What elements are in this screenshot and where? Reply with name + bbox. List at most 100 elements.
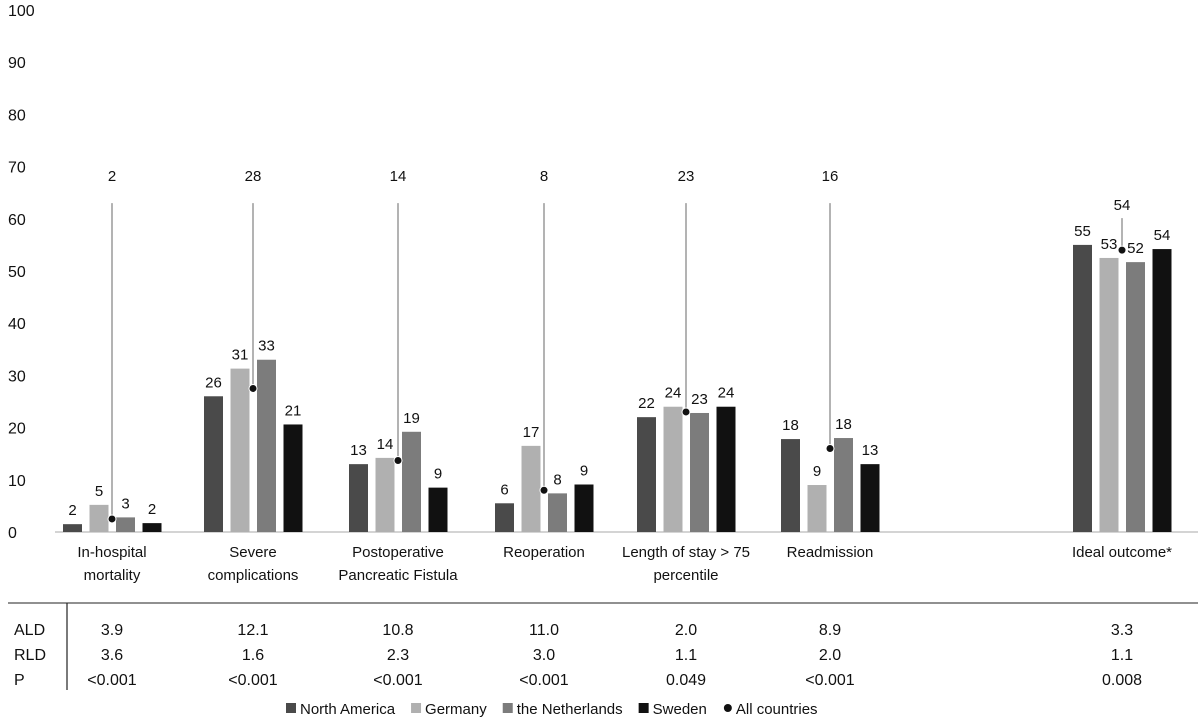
- bar-value-label: 9: [580, 462, 588, 479]
- legend-label: Germany: [425, 701, 487, 718]
- stats-cell: 1.6: [242, 647, 264, 664]
- bar: [230, 368, 250, 532]
- bar-value-label: 23: [691, 391, 708, 408]
- stats-cell: 3.3: [1111, 622, 1133, 639]
- bar: [1073, 244, 1092, 532]
- legend-marker-all-countries: [723, 704, 732, 712]
- bar: [402, 431, 421, 532]
- stats-cell: 3.6: [101, 647, 123, 664]
- y-tick-label: 0: [8, 525, 17, 542]
- bar-value-label: 18: [835, 416, 852, 433]
- bar-value-label: 14: [377, 436, 394, 453]
- stats-cell: 1.1: [675, 647, 697, 664]
- bar-value-label: 18: [782, 417, 799, 434]
- bar: [116, 517, 135, 532]
- y-tick-label: 20: [8, 421, 26, 438]
- all-countries-value-label: 54: [1114, 197, 1131, 214]
- bar-value-label: 17: [523, 424, 540, 441]
- stats-cell: <0.001: [373, 672, 422, 689]
- stats-cell: 8.9: [819, 622, 841, 639]
- category-label: Reoperation: [503, 544, 585, 561]
- y-tick-label: 30: [8, 368, 26, 385]
- bar-value-label: 21: [285, 402, 302, 419]
- stats-cell: <0.001: [805, 672, 854, 689]
- bar-value-label: 9: [813, 463, 821, 480]
- all-countries-marker: [825, 443, 835, 453]
- y-tick-label: 70: [8, 160, 26, 177]
- stats-cell: 12.1: [237, 622, 268, 639]
- category-label: Postoperative: [352, 544, 444, 561]
- legend-label: North America: [300, 701, 396, 718]
- bar-value-label: 5: [95, 483, 103, 500]
- category-label: complications: [208, 567, 299, 584]
- y-tick-label: 100: [8, 3, 35, 20]
- bar: [548, 493, 567, 532]
- bar-value-label: 2: [148, 501, 156, 518]
- all-countries-marker: [539, 485, 549, 495]
- bar-value-label: 52: [1127, 240, 1144, 257]
- y-tick-label: 50: [8, 264, 26, 281]
- bar-value-label: 24: [718, 385, 735, 402]
- bar: [89, 504, 109, 532]
- stats-cell: 11.0: [529, 622, 559, 639]
- y-tick-label: 10: [8, 473, 26, 490]
- bar-value-label: 3: [121, 495, 129, 512]
- all-countries-value-label: 23: [678, 168, 695, 185]
- all-countries-marker: [107, 514, 117, 524]
- legend-swatch: [502, 703, 513, 713]
- bar: [1152, 249, 1172, 533]
- stats-cell: <0.001: [519, 672, 568, 689]
- bar: [349, 464, 368, 532]
- category-label: Pancreatic Fistula: [338, 567, 458, 584]
- all-countries-value-label: 28: [245, 168, 262, 185]
- stats-cell: 3.0: [533, 647, 555, 664]
- bar-value-label: 6: [500, 481, 508, 498]
- bar: [204, 396, 223, 532]
- bar: [690, 412, 709, 532]
- bar: [257, 359, 276, 532]
- bar: [637, 417, 656, 532]
- bar: [834, 438, 853, 532]
- stats-cell: 10.8: [382, 622, 413, 639]
- bar: [860, 464, 880, 532]
- bar: [283, 424, 303, 532]
- all-countries-value-label: 8: [540, 168, 548, 185]
- stats-cell: 2.0: [819, 647, 841, 664]
- bar-value-label: 2: [68, 502, 76, 519]
- all-countries-value-label: 14: [390, 168, 407, 185]
- stats-cell: 2.0: [675, 622, 697, 639]
- category-label: Severe: [229, 544, 277, 561]
- bar-value-label: 24: [665, 385, 682, 402]
- bar: [1126, 262, 1145, 532]
- all-countries-value-label: 16: [822, 168, 839, 185]
- all-countries-value-label: 2: [108, 168, 116, 185]
- y-tick-label: 90: [8, 55, 26, 72]
- all-countries-marker: [393, 455, 403, 465]
- legend-label: Sweden: [653, 701, 707, 718]
- bar: [521, 445, 541, 532]
- bar: [807, 485, 827, 532]
- bar-value-label: 13: [350, 442, 367, 459]
- legend-swatch: [411, 703, 422, 713]
- stats-row-label: ALD: [14, 622, 45, 639]
- stats-cell: 3.9: [101, 622, 123, 639]
- bar-value-label: 31: [232, 347, 249, 364]
- bar: [574, 484, 594, 532]
- bar: [495, 503, 514, 532]
- bar: [663, 406, 683, 532]
- all-countries-marker: [681, 407, 691, 417]
- bar-value-label: 8: [553, 471, 561, 488]
- bar: [716, 406, 736, 532]
- bar-value-label: 19: [403, 410, 420, 427]
- bar: [63, 524, 82, 532]
- stats-cell: 0.049: [666, 672, 706, 689]
- stats-cell: 0.008: [1102, 672, 1142, 689]
- bar-value-label: 33: [258, 338, 275, 355]
- stats-cell: 2.3: [387, 647, 409, 664]
- bar: [781, 439, 800, 532]
- bar: [1099, 257, 1119, 532]
- bar-value-label: 26: [205, 374, 222, 391]
- legend-swatch: [286, 703, 296, 713]
- y-tick-label: 60: [8, 212, 26, 229]
